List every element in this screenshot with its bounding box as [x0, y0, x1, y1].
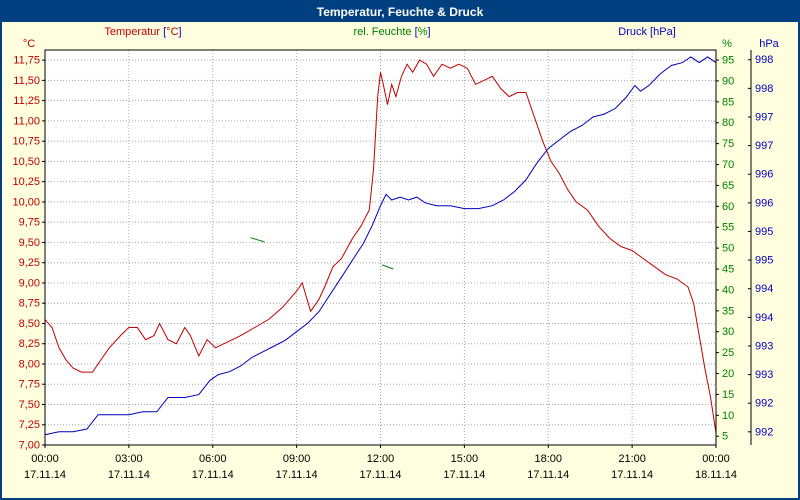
svg-text:8,75: 8,75: [19, 298, 40, 310]
svg-text:11,75: 11,75: [13, 55, 40, 67]
window-title: Temperatur, Feuchte & Druck: [316, 5, 484, 19]
svg-text:996: 996: [755, 197, 773, 209]
series-humidity: [250, 237, 394, 270]
svg-text:8,50: 8,50: [19, 318, 40, 330]
svg-text:992: 992: [755, 426, 773, 438]
svg-text:35: 35: [722, 305, 734, 317]
svg-text:17.11.14: 17.11.14: [611, 469, 653, 481]
svg-text:12:00: 12:00: [367, 453, 395, 465]
svg-text:9,00: 9,00: [19, 277, 40, 289]
svg-text:5: 5: [722, 431, 728, 443]
svg-text:17.11.14: 17.11.14: [108, 469, 150, 481]
svg-text:21:00: 21:00: [618, 453, 646, 465]
svg-text:20: 20: [722, 368, 734, 380]
svg-text:18.11.14: 18.11.14: [695, 469, 737, 481]
series-temperature: [44, 59, 717, 433]
humidity-unit-label: %: [722, 38, 732, 50]
temperature-header: Temperatur [°C]: [104, 26, 181, 38]
temperature-unit-label: °C: [23, 38, 35, 50]
svg-text:90: 90: [722, 75, 734, 87]
svg-text:17.11.14: 17.11.14: [192, 469, 234, 481]
svg-text:45: 45: [722, 264, 734, 276]
svg-text:9,25: 9,25: [19, 257, 40, 269]
pressure-header: Druck [hPa]: [618, 26, 676, 38]
svg-text:997: 997: [755, 111, 773, 123]
svg-text:10,75: 10,75: [12, 136, 40, 148]
svg-text:994: 994: [755, 283, 773, 295]
svg-text:995: 995: [755, 226, 773, 238]
svg-text:11,50: 11,50: [13, 75, 40, 87]
svg-text:8,00: 8,00: [19, 358, 40, 370]
svg-text:80: 80: [722, 117, 734, 129]
gridlines: [45, 50, 716, 445]
humidity-header: rel. Feuchte [%]: [353, 26, 430, 38]
svg-text:10,00: 10,00: [12, 196, 40, 208]
svg-text:95: 95: [722, 55, 734, 67]
svg-text:997: 997: [755, 140, 773, 152]
svg-text:18:00: 18:00: [534, 453, 562, 465]
svg-text:03:00: 03:00: [115, 453, 143, 465]
svg-text:06:00: 06:00: [199, 453, 227, 465]
svg-text:9,75: 9,75: [19, 217, 40, 229]
plot-area: [45, 50, 716, 445]
svg-text:8,25: 8,25: [19, 338, 40, 350]
svg-text:998: 998: [755, 54, 773, 66]
svg-text:00:00: 00:00: [702, 453, 730, 465]
series-headers: Temperatur [°C] °C rel. Feuchte [%]% Druck …: [23, 26, 780, 50]
svg-text:15:00: 15:00: [451, 453, 479, 465]
svg-text:7,00: 7,00: [19, 440, 40, 452]
svg-text:60: 60: [722, 201, 734, 213]
svg-text:10,25: 10,25: [12, 176, 40, 188]
svg-text:17.11.14: 17.11.14: [443, 469, 485, 481]
svg-text:995: 995: [755, 255, 773, 267]
svg-text:10,50: 10,50: [12, 156, 40, 168]
svg-text:17.11.14: 17.11.14: [527, 469, 569, 481]
svg-text:11,00: 11,00: [13, 115, 40, 127]
temperature-axis: 11,75 11,50 11,25 11,00 10,75 10,50 10,25 10,00…: [12, 55, 45, 452]
svg-text:7,25: 7,25: [19, 419, 40, 431]
svg-text:55: 55: [722, 222, 734, 234]
svg-text:993: 993: [755, 369, 773, 381]
chart-canvas: 11,75 11,50 11,25 11,00 10,75 10,50 10,25 10,00…: [12, 26, 780, 481]
svg-text:993: 993: [755, 340, 773, 352]
humidity-axis: 95 90 85 80 75 70 65 60 55 50 45 40 35 30 25 20 15 10 5: [716, 55, 734, 443]
svg-text:17.11.14: 17.11.14: [359, 469, 401, 481]
svg-text:40: 40: [722, 284, 734, 296]
svg-text:50: 50: [722, 243, 734, 255]
svg-text:00:00: 00:00: [31, 453, 59, 465]
svg-text:996: 996: [755, 169, 773, 181]
svg-text:30: 30: [722, 326, 734, 338]
svg-text:10: 10: [722, 410, 734, 422]
svg-text:17.11.14: 17.11.14: [276, 469, 318, 481]
svg-text:85: 85: [722, 96, 734, 108]
title-bar: Temperatur, Feuchte & Druck: [2, 2, 798, 22]
svg-text:25: 25: [722, 347, 734, 359]
svg-text:9,50: 9,50: [19, 237, 40, 249]
svg-text:992: 992: [755, 398, 773, 410]
time-axis: 00:00 17.11.14 03:00 17.11.14 06:00 17.11.14 0…: [24, 445, 737, 481]
svg-text:998: 998: [755, 83, 773, 95]
svg-text:65: 65: [722, 180, 734, 192]
svg-text:15: 15: [722, 389, 734, 401]
svg-text:09:00: 09:00: [283, 453, 311, 465]
svg-text:7,75: 7,75: [19, 379, 40, 391]
svg-text:17.11.14: 17.11.14: [24, 469, 66, 481]
svg-text:75: 75: [722, 138, 734, 150]
svg-text:994: 994: [755, 312, 773, 324]
svg-text:70: 70: [722, 159, 734, 171]
pressure-axis: 998 998 997 997 996 996 995 995 994 994 993 993 992 9…: [748, 50, 773, 445]
series-pressure: [44, 56, 717, 436]
svg-text:7,50: 7,50: [19, 399, 40, 411]
pressure-unit-label: hPa: [759, 38, 779, 50]
svg-text:11,25: 11,25: [13, 95, 40, 107]
